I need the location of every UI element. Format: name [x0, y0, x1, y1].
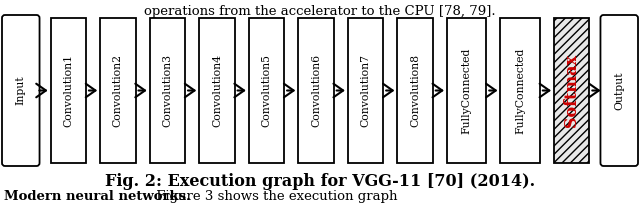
- Bar: [51, 18, 86, 163]
- Text: Convolution5: Convolution5: [262, 54, 271, 127]
- Text: operations from the accelerator to the CPU [78, 79].: operations from the accelerator to the C…: [144, 5, 496, 18]
- Text: Input: Input: [16, 76, 26, 105]
- Bar: [150, 18, 185, 163]
- Bar: [397, 18, 433, 163]
- Bar: [249, 18, 284, 163]
- Bar: [348, 18, 383, 163]
- Text: Convolution6: Convolution6: [311, 54, 321, 127]
- Text: Figure 3 shows the execution graph: Figure 3 shows the execution graph: [152, 190, 397, 203]
- Text: Fig. 2: Execution graph for VGG-11 [70] (2014).: Fig. 2: Execution graph for VGG-11 [70] …: [105, 173, 535, 189]
- Bar: [199, 18, 235, 163]
- Bar: [500, 18, 540, 163]
- Text: FullyConnected: FullyConnected: [461, 47, 472, 134]
- Text: Convolution4: Convolution4: [212, 54, 222, 127]
- Bar: [554, 18, 589, 163]
- FancyBboxPatch shape: [2, 15, 40, 166]
- Bar: [447, 18, 486, 163]
- Bar: [298, 18, 334, 163]
- Bar: [100, 18, 136, 163]
- Text: Softmax: Softmax: [563, 54, 580, 127]
- FancyBboxPatch shape: [600, 15, 638, 166]
- Text: Modern neural networks.: Modern neural networks.: [4, 190, 191, 203]
- Text: Convolution3: Convolution3: [163, 54, 172, 127]
- Text: Convolution7: Convolution7: [360, 54, 371, 127]
- Text: Convolution1: Convolution1: [63, 54, 74, 127]
- Text: FullyConnected: FullyConnected: [515, 47, 525, 134]
- Text: Convolution2: Convolution2: [113, 54, 123, 127]
- Text: Output: Output: [614, 71, 624, 110]
- Text: Convolution8: Convolution8: [410, 54, 420, 127]
